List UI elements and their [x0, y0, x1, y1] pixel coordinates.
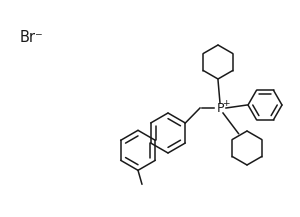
Text: Br⁻: Br⁻: [20, 30, 44, 45]
Text: P: P: [216, 102, 224, 115]
Text: +: +: [222, 99, 230, 107]
